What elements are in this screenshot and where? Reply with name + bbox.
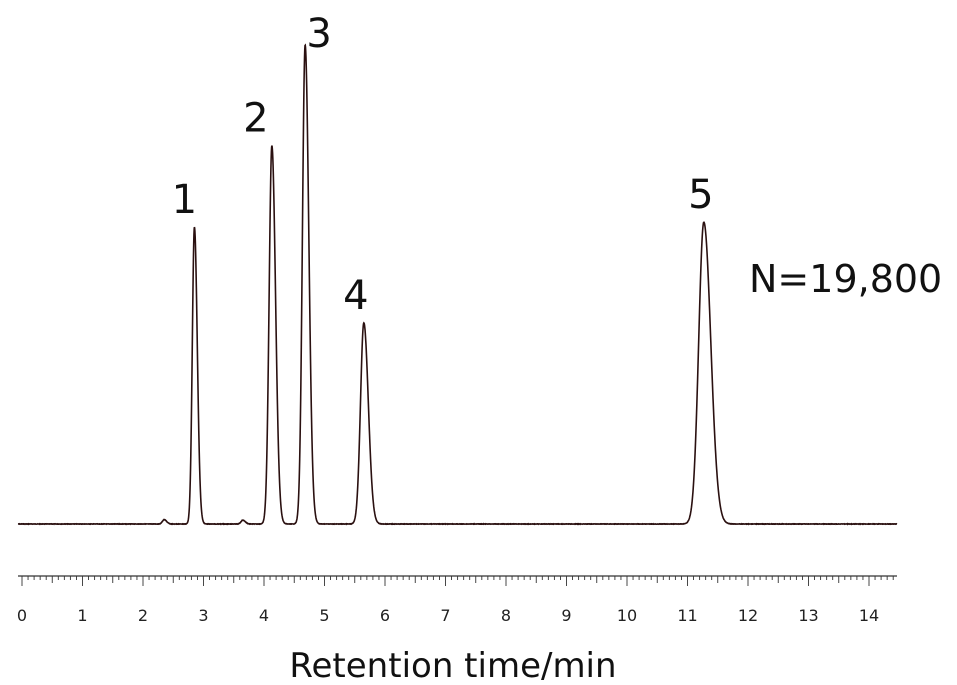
x-tick-label-14: 14	[859, 606, 879, 625]
x-axis-title: Retention time/min	[289, 646, 616, 685]
peak-label-5: 5	[688, 172, 713, 218]
x-tick-label-7: 7	[440, 606, 450, 625]
peak-label-3: 3	[306, 11, 331, 57]
trace-layer	[17, 43, 898, 526]
x-tick-label-10: 10	[617, 606, 637, 625]
plate-number-annotation: N=19,800	[749, 257, 942, 301]
x-axis-ticks	[21, 576, 894, 586]
peak-label-2: 2	[243, 96, 268, 142]
x-tick-label-5: 5	[319, 606, 329, 625]
x-axis-tick-labels: 0 1 2 3 4 5 6 7 8 9 10 11 12 13 14	[17, 606, 879, 625]
chromatogram-trace	[17, 43, 898, 526]
x-tick-label-12: 12	[738, 606, 758, 625]
peak-label-1: 1	[172, 177, 197, 223]
x-tick-label-9: 9	[561, 606, 571, 625]
peak-label-4: 4	[343, 273, 368, 319]
x-tick-label-6: 6	[380, 606, 390, 625]
x-tick-label-4: 4	[259, 606, 269, 625]
peak-label-layer: 123 4 5	[172, 11, 714, 319]
x-tick-label-13: 13	[798, 606, 818, 625]
x-tick-label-1: 1	[77, 606, 87, 625]
x-tick-label-3: 3	[198, 606, 208, 625]
x-tick-label-2: 2	[138, 606, 148, 625]
x-tick-label-8: 8	[501, 606, 511, 625]
x-tick-label-0: 0	[17, 606, 27, 625]
x-axis: 0 1 2 3 4 5 6 7 8 9 10 11 12 13 14	[17, 575, 897, 625]
x-tick-label-11: 11	[677, 606, 697, 625]
